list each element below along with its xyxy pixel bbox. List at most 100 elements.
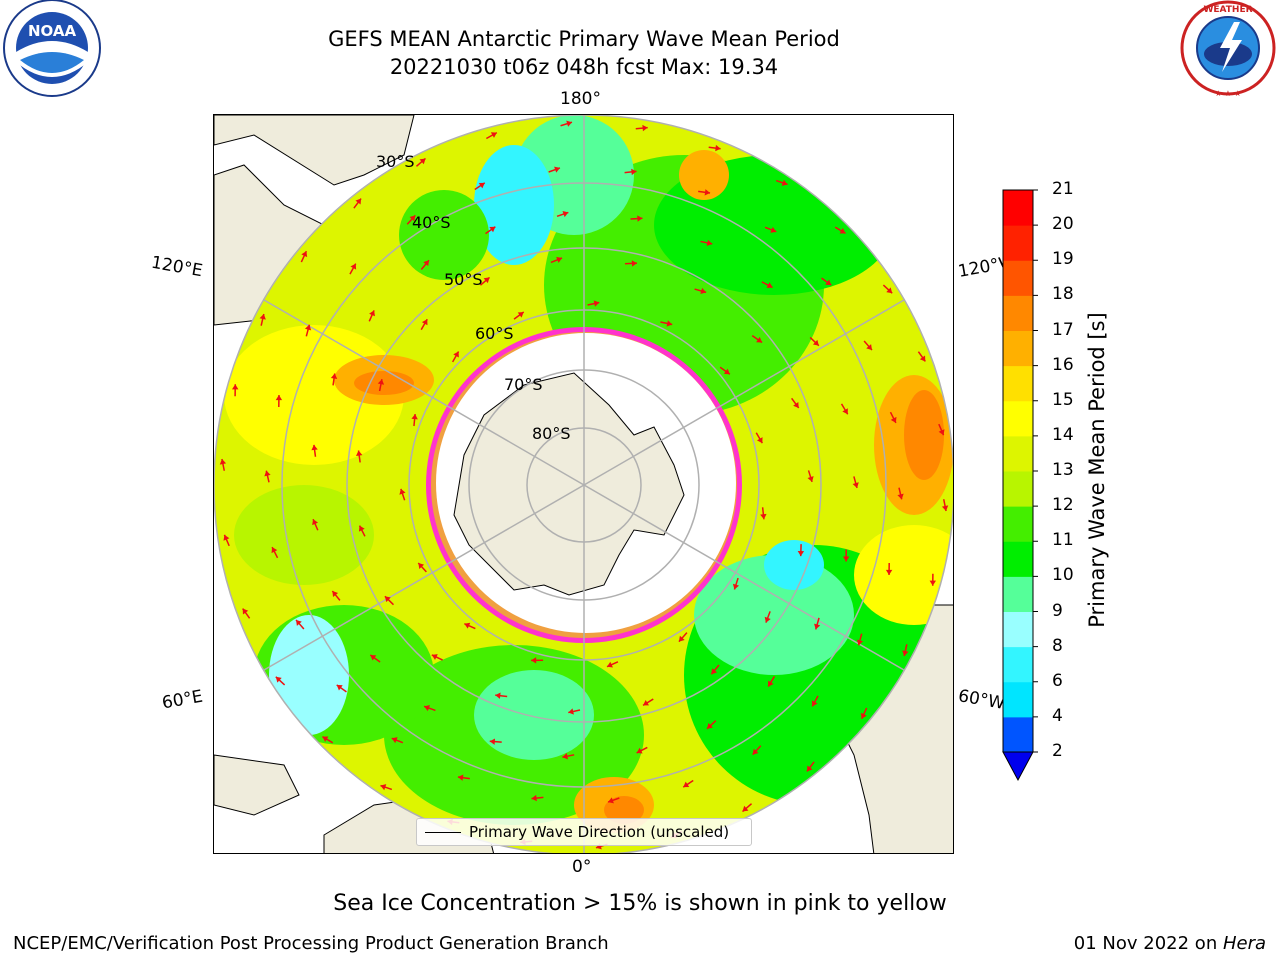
wave-arrow-head: [358, 525, 365, 532]
wave-arrow-head: [311, 444, 318, 451]
colorbar-tick-label: 15: [1052, 389, 1074, 410]
wave-direction-arrows: [219, 120, 949, 850]
wave-arrow-head: [929, 580, 937, 586]
wave-arrow-head: [369, 310, 375, 317]
wave-arrow-head: [517, 312, 524, 318]
wave-arrow-head: [271, 547, 278, 554]
noaa-logo: NOAA: [2, 0, 102, 100]
footer-date-text: 01 Nov 2022 on: [1073, 933, 1223, 954]
wave-arrow-head: [706, 722, 713, 729]
wave-arrow-head: [531, 794, 537, 802]
wave-arrow-head: [902, 650, 909, 657]
map-panel: [213, 114, 954, 854]
wave-arrow-head: [812, 339, 819, 346]
wave-arrow-head: [890, 416, 897, 423]
wave-arrow-head: [636, 747, 643, 754]
colorbar-tick-label: 9: [1052, 600, 1063, 621]
colorbar-tick-label: 10: [1052, 565, 1074, 586]
nws-logo: WEATHER ★ ★ ★: [1176, 0, 1280, 100]
wave-arrow-head: [478, 182, 485, 189]
wave-arrow-head: [842, 408, 848, 415]
wave-arrow-head: [483, 277, 490, 284]
wave-arrow-head: [568, 708, 574, 715]
wave-arrow-head: [814, 623, 821, 630]
colorbar-tick-label: 2: [1052, 741, 1063, 761]
wave-arrow-head: [842, 556, 850, 562]
wave-arrow-head: [231, 384, 239, 390]
wave-arrow-head: [562, 211, 569, 218]
colorbar-box: [1003, 190, 1033, 226]
wave-arrow-head: [242, 608, 249, 615]
wave-arrow-head: [886, 287, 893, 294]
lat-label-50s: 50°S: [444, 270, 483, 289]
wave-arrow-head: [704, 189, 711, 196]
footer-date: 01 Nov 2022 on Hera: [1074, 933, 1266, 954]
wave-arrow-head: [384, 596, 391, 603]
colorbar-box: [1003, 365, 1033, 402]
colorbar-box: [1003, 295, 1033, 331]
svg-text:WEATHER: WEATHER: [1203, 5, 1252, 15]
svg-text:★ ★ ★: ★ ★ ★: [1215, 89, 1242, 98]
wave-arrow-head: [489, 738, 496, 745]
sea-ice-note: Sea Ice Concentration > 15% is shown in …: [333, 891, 947, 916]
wave-arrow-head: [356, 450, 363, 456]
wave-arrow-head: [760, 513, 767, 520]
wave-arrow-head: [711, 668, 718, 675]
wave-arrow-head: [554, 166, 560, 173]
wave-arrow-head: [637, 215, 643, 222]
wave-arrow-head: [489, 226, 496, 233]
wave-arrow-head: [304, 324, 312, 331]
colorbar-tick-label: 18: [1052, 284, 1074, 305]
wave-arrow-head: [350, 263, 357, 270]
wave-arrow-head: [377, 379, 385, 385]
colorbar-box: [1003, 400, 1033, 437]
footer-branch: NCEP/EMC/Verification Post Processing Pr…: [13, 933, 609, 954]
colorbar-tick-label: 14: [1052, 424, 1074, 445]
svg-text:NOAA: NOAA: [28, 22, 77, 40]
lat-label-70s: 70°S: [504, 375, 543, 394]
wave-arrow-head: [852, 482, 859, 488]
wave-arrow-head: [683, 781, 690, 788]
wave-arrow-head: [431, 654, 438, 660]
lon-label-0: 0°: [572, 857, 592, 877]
map-legend: Primary Wave Direction (unscaled): [416, 818, 752, 846]
wave-arrow-head: [607, 661, 613, 668]
lat-label-30s: 30°S: [376, 152, 415, 171]
lon-label-60e: 60°E: [160, 686, 205, 714]
wave-arrow-head: [332, 591, 339, 598]
wave-arrow-head: [419, 158, 426, 165]
colorbar-tick-label: 17: [1052, 319, 1074, 340]
colorbar-box: [1003, 716, 1033, 753]
wave-arrow-head: [768, 680, 774, 687]
graticule: [214, 115, 953, 853]
wave-arrow-head: [566, 120, 573, 127]
wave-arrow-head: [275, 395, 283, 401]
wave-arrow-head: [700, 287, 707, 295]
colorbar-box: [1003, 541, 1033, 577]
wave-arrow-head: [885, 569, 893, 575]
wave-arrow-head: [766, 282, 773, 288]
wave-arrow-head: [556, 256, 563, 263]
wave-arrow-head: [856, 639, 864, 646]
colorbar-tick-label: 19: [1052, 249, 1074, 270]
colorbar-tick-label: 4: [1052, 705, 1063, 726]
colorbar-box: [1003, 471, 1033, 507]
wave-arrow-head: [793, 402, 799, 408]
colorbar-box: [1003, 576, 1033, 612]
wave-arrow-head: [259, 313, 266, 320]
colorbar-box: [1003, 646, 1033, 683]
chart-title: GEFS MEAN Antarctic Primary Wave Mean Pe…: [328, 27, 840, 51]
wave-arrow-head: [781, 179, 788, 186]
colorbar-box: [1003, 435, 1033, 472]
wave-arrow-head: [678, 635, 685, 642]
wave-arrow-head: [423, 260, 429, 267]
lat-label-40s: 40°S: [412, 213, 451, 232]
wave-arrow-head: [919, 355, 926, 362]
wave-arrow-head: [807, 476, 814, 482]
colorbar-box: [1003, 225, 1033, 261]
colorbar-box: [1003, 330, 1033, 367]
wave-arrow-head: [642, 124, 648, 132]
wave-arrow-head: [825, 279, 832, 286]
lon-label-180: 180°: [560, 89, 601, 109]
chart-subtitle: 20221030 t06z 048h fcst Max: 19.34: [389, 55, 779, 79]
